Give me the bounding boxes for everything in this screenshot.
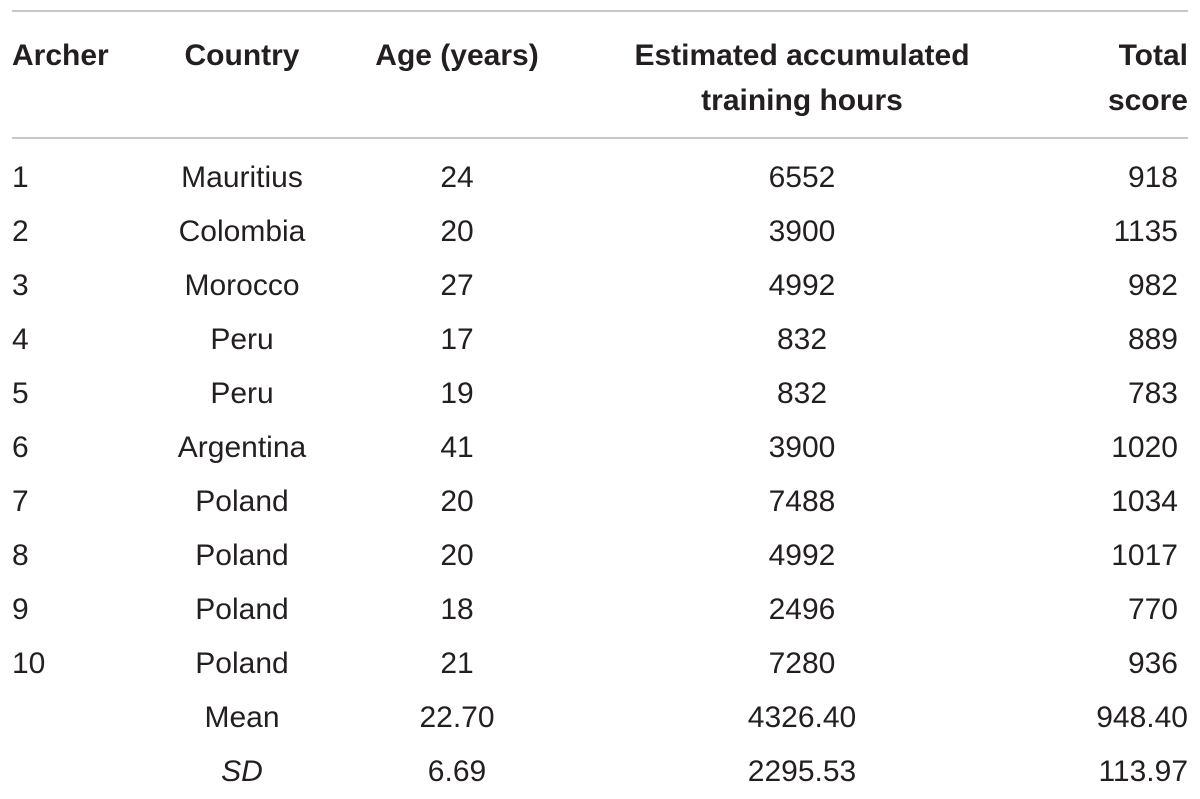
table-row: 10 Poland 21 7280 936 (12, 637, 1188, 691)
cell-total-score: 1135 (1113, 215, 1178, 248)
table-row: 9 Poland 18 2496 770 (12, 583, 1188, 637)
table-top-rule (12, 10, 1188, 12)
archer-data-table: Archer Country Age (years) Estimated acc… (12, 10, 1188, 799)
cell-archer: 4 (12, 323, 29, 356)
cell-country: Colombia (178, 215, 306, 248)
header-age: Age (years) (375, 39, 539, 72)
cell-country: Poland (195, 539, 289, 572)
cell-age: 19 (440, 377, 474, 410)
cell-empty (12, 691, 132, 745)
summary-label-sd: SD (221, 755, 263, 788)
cell-archer: 5 (12, 377, 29, 410)
table-row: 4 Peru 17 832 889 (12, 313, 1188, 367)
cell-training-hours: 4992 (768, 539, 836, 572)
cell-country: Argentina (177, 431, 307, 464)
cell-archer: 6 (12, 431, 29, 464)
body-spacer-row (12, 137, 1188, 151)
cell-age: 21 (440, 647, 474, 680)
summary-score-sd: 113.97 (1098, 755, 1188, 788)
cell-total-score: 1034 (1111, 485, 1178, 518)
cell-age: 20 (440, 215, 474, 248)
header-training-hours-line1: Estimated accumulated (634, 39, 970, 72)
header-total-score-line1: Total (1118, 39, 1188, 72)
cell-age: 20 (440, 539, 474, 572)
header-country: Country (184, 39, 300, 72)
cell-training-hours: 3900 (768, 215, 836, 248)
cell-country: Mauritius (181, 161, 303, 194)
summary-age-sd: 6.69 (427, 755, 487, 788)
header-total-score-line2: score (1107, 84, 1188, 117)
cell-archer: 7 (12, 485, 29, 518)
cell-age: 18 (440, 593, 474, 626)
header-training-hours-line2: training hours (701, 84, 903, 117)
cell-archer: 9 (12, 593, 29, 626)
cell-total-score: 918 (1127, 161, 1178, 194)
table-row: 8 Poland 20 4992 1017 (12, 529, 1188, 583)
table-row: 5 Peru 19 832 783 (12, 367, 1188, 421)
cell-training-hours: 832 (776, 323, 828, 356)
header-archer: Archer (12, 39, 109, 72)
cell-total-score: 1020 (1111, 431, 1178, 464)
cell-total-score: 936 (1127, 647, 1178, 680)
summary-hours-sd: 2295.53 (747, 755, 857, 788)
cell-country: Peru (210, 377, 274, 410)
cell-training-hours: 7488 (768, 485, 836, 518)
cell-age: 27 (440, 269, 474, 302)
summary-hours-mean: 4326.40 (747, 701, 857, 734)
summary-row-mean: Mean 22.70 4326.40 948.40 (12, 691, 1188, 745)
table-row: 7 Poland 20 7488 1034 (12, 475, 1188, 529)
cell-total-score: 783 (1127, 377, 1178, 410)
table-body: 1 Mauritius 24 6552 918 2 Colombia 20 39… (12, 137, 1188, 799)
cell-archer: 10 (12, 647, 46, 680)
cell-age: 41 (440, 431, 474, 464)
cell-total-score: 982 (1127, 269, 1178, 302)
header-row: Archer Country Age (years) Estimated acc… (12, 10, 1188, 137)
table-row: 1 Mauritius 24 6552 918 (12, 151, 1188, 205)
cell-country: Poland (195, 485, 289, 518)
summary-label-mean: Mean (204, 701, 280, 734)
cell-training-hours: 6552 (768, 161, 836, 194)
cell-age: 24 (440, 161, 474, 194)
cell-total-score: 770 (1127, 593, 1178, 626)
cell-country: Poland (195, 647, 289, 680)
summary-row-sd: SD 6.69 2295.53 113.97 (12, 745, 1188, 799)
cell-empty (12, 745, 132, 799)
cell-training-hours: 3900 (768, 431, 836, 464)
cell-training-hours: 832 (776, 377, 828, 410)
summary-score-mean: 948.40 (1096, 701, 1188, 734)
cell-archer: 8 (12, 539, 29, 572)
table-row: 3 Morocco 27 4992 982 (12, 259, 1188, 313)
table-header-rule (12, 137, 1188, 139)
summary-age-mean: 22.70 (419, 701, 495, 734)
cell-archer: 3 (12, 269, 29, 302)
cell-country: Poland (195, 593, 289, 626)
header-total-score: Total score (1042, 10, 1188, 137)
cell-country: Morocco (184, 269, 300, 302)
header-training-hours: Estimated accumulated training hours (562, 10, 1042, 137)
table-row: 2 Colombia 20 3900 1135 (12, 205, 1188, 259)
cell-country: Peru (210, 323, 274, 356)
table-header: Archer Country Age (years) Estimated acc… (12, 10, 1188, 137)
cell-archer: 1 (12, 161, 29, 194)
cell-training-hours: 7280 (768, 647, 836, 680)
cell-training-hours: 4992 (768, 269, 836, 302)
cell-age: 20 (440, 485, 474, 518)
cell-total-score: 1017 (1111, 539, 1178, 572)
cell-training-hours: 2496 (768, 593, 836, 626)
cell-age: 17 (440, 323, 474, 356)
cell-total-score: 889 (1127, 323, 1178, 356)
table-row: 6 Argentina 41 3900 1020 (12, 421, 1188, 475)
cell-archer: 2 (12, 215, 29, 248)
